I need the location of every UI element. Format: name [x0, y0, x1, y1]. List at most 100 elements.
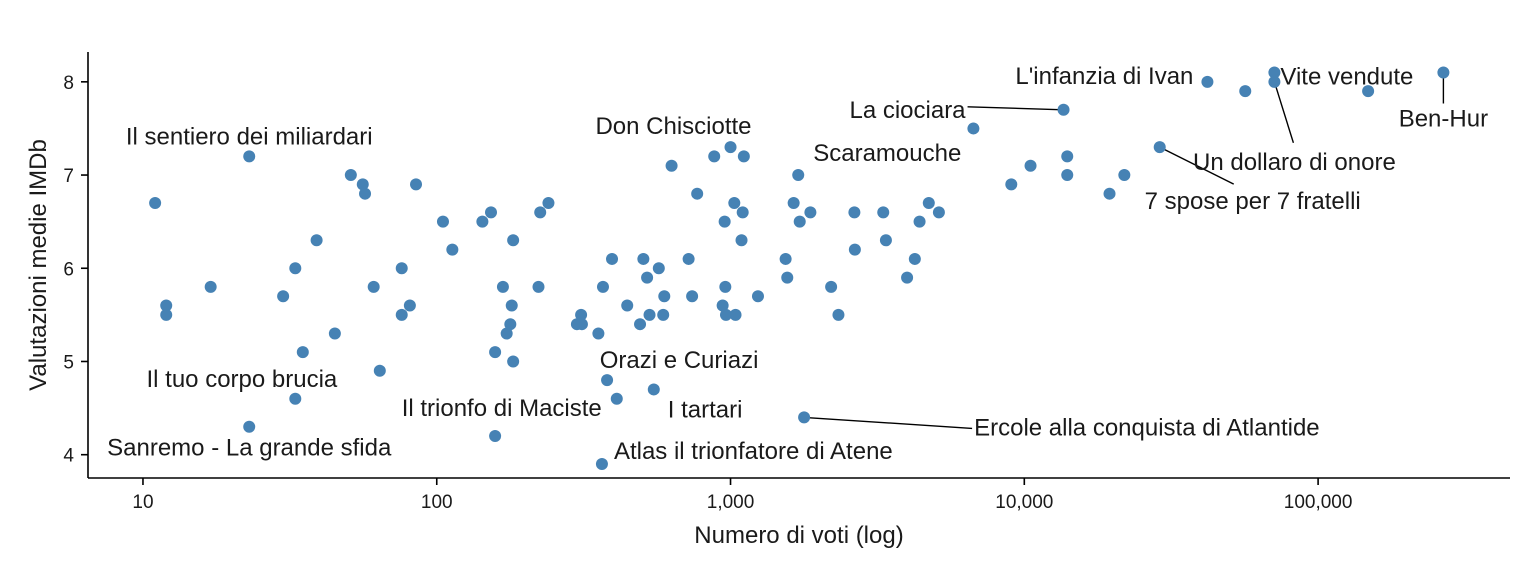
data-point: [596, 280, 609, 293]
data-point: [621, 299, 634, 312]
data-point: [1061, 169, 1074, 182]
data-point: [1103, 187, 1116, 200]
data-point: [1057, 103, 1070, 116]
point-label: Un dollaro di onore: [1193, 149, 1396, 176]
data-point: [534, 206, 547, 219]
data-point: [913, 215, 926, 228]
data-point: [647, 383, 660, 396]
point-label: Sanremo - La grande sfida: [107, 435, 392, 462]
data-point: [505, 299, 518, 312]
data-point: [787, 197, 800, 210]
data-point: [532, 280, 545, 293]
data-point: [507, 355, 520, 368]
data-point: [1005, 178, 1018, 191]
data-point: [1268, 75, 1281, 88]
data-point: [718, 215, 731, 228]
point-label: Vite vendute: [1280, 64, 1413, 91]
x-tick-label: 100,000: [1284, 492, 1353, 513]
y-tick-label: 8: [63, 73, 74, 94]
data-point: [798, 411, 811, 424]
x-tick-label: 10: [132, 492, 153, 513]
data-point: [610, 392, 623, 405]
axes: 10 100 1,000 10,000 100,000 4 5 6 7 8: [63, 52, 1510, 513]
point-label: Ercole alla conquista di Atlantide: [974, 414, 1320, 441]
data-point: [922, 197, 935, 210]
data-point: [500, 327, 513, 340]
y-axis-ticks: 4 5 6 7 8: [63, 73, 88, 467]
data-point: [149, 197, 162, 210]
data-point: [606, 252, 619, 265]
y-tick-label: 5: [63, 352, 74, 373]
data-point: [595, 458, 608, 471]
data-point: [575, 308, 588, 321]
data-point: [328, 327, 341, 340]
data-point: [542, 197, 555, 210]
point-label: Il tuo corpo brucia: [147, 366, 338, 393]
data-point: [395, 262, 408, 275]
data-point: [575, 318, 588, 331]
data-point: [736, 206, 749, 219]
label-leader-line: [1159, 146, 1235, 185]
data-point: [496, 280, 509, 293]
data-point: [436, 215, 449, 228]
data-point: [686, 290, 699, 303]
data-point: [779, 252, 792, 265]
data-point: [719, 280, 732, 293]
data-point: [410, 178, 423, 191]
data-point: [504, 318, 517, 331]
data-point: [367, 280, 380, 293]
data-point: [682, 252, 695, 265]
x-axis-ticks: 10 100 1,000 10,000 100,000: [132, 478, 1352, 513]
data-point: [1362, 85, 1375, 98]
x-axis-title: Numero di voti (log): [694, 522, 903, 549]
annotation-leaders: [804, 72, 1445, 430]
data-point: [277, 290, 290, 303]
data-point: [356, 178, 369, 191]
data-point: [908, 252, 921, 265]
y-tick-label: 7: [63, 166, 74, 187]
x-tick-label: 100: [421, 492, 453, 513]
data-point: [592, 327, 605, 340]
data-point: [310, 234, 323, 247]
data-point: [657, 308, 670, 321]
data-point: [665, 159, 678, 172]
data-point: [1118, 169, 1131, 182]
data-point: [160, 299, 173, 312]
data-point: [719, 308, 732, 321]
data-point: [204, 280, 217, 293]
point-label: Orazi e Curiazi: [600, 347, 759, 374]
label-leader-line: [804, 416, 973, 430]
data-point: [832, 308, 845, 321]
label-leader-line: [967, 106, 1064, 111]
data-point: [243, 150, 256, 163]
data-point: [296, 346, 309, 359]
x-tick-label: 1,000: [707, 492, 755, 513]
point-label: La ciociara: [849, 97, 966, 124]
data-point: [601, 374, 614, 387]
data-point: [658, 290, 671, 303]
data-point: [1153, 141, 1166, 154]
point-label: 7 spose per 7 fratelli: [1145, 188, 1361, 215]
x-tick-label: 10,000: [995, 492, 1053, 513]
point-label: Ben-Hur: [1399, 106, 1488, 133]
data-point: [729, 308, 742, 321]
data-point: [879, 234, 892, 247]
data-point: [1061, 150, 1074, 163]
data-point: [485, 206, 498, 219]
data-point: [932, 206, 945, 219]
data-point: [848, 206, 861, 219]
label-leader-line: [1273, 81, 1295, 144]
data-point: [735, 234, 748, 247]
data-point: [395, 308, 408, 321]
data-point: [716, 299, 729, 312]
data-point: [641, 271, 654, 284]
point-label: Atlas il trionfatore di Atene: [614, 438, 893, 465]
data-point: [751, 290, 764, 303]
data-point: [708, 150, 721, 163]
data-point: [1268, 66, 1281, 79]
data-point: [160, 308, 173, 321]
data-point: [792, 169, 805, 182]
point-label: Scaramouche: [813, 140, 961, 167]
point-label: Don Chisciotte: [595, 113, 751, 140]
data-point: [289, 262, 302, 275]
